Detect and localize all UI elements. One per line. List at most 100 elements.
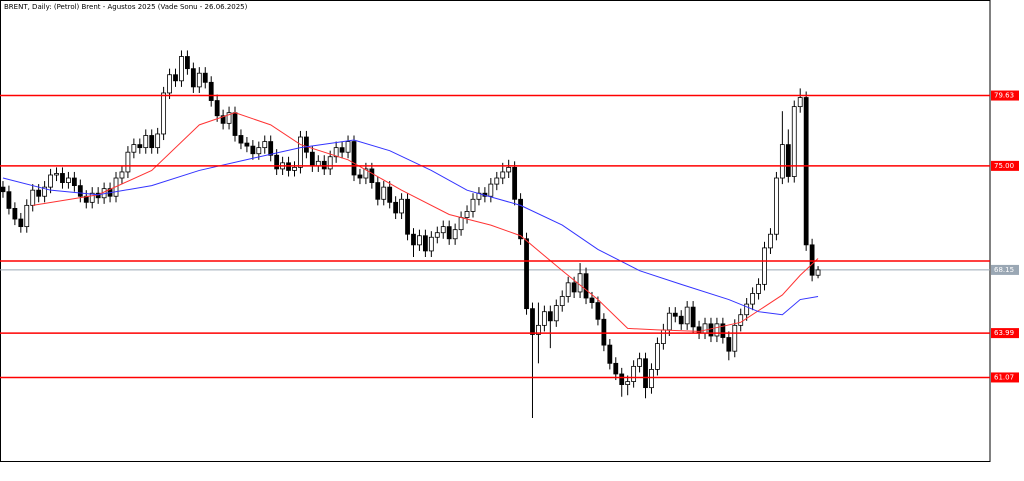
moving-average-line [32,112,819,332]
candle-body [452,229,458,240]
candle-body [464,211,470,218]
candle-body [637,358,642,367]
overlay-layer: 79.63 75.00 63.99 61.07 68.15 [0,90,1019,383]
candle-body [185,56,190,70]
candle-body [214,100,220,117]
candle-body [292,166,297,171]
candle-body [66,177,71,183]
candle-body [268,141,274,156]
candle-body [684,306,690,325]
candle-body [298,136,303,168]
candle-body [18,218,24,228]
candle-body [785,144,791,177]
candle-body [256,147,262,155]
candle-body [488,183,494,197]
candle-body [536,324,541,335]
chart-title: BRENT, Daily: (Petrol) Brent - Agustos 2… [4,3,248,11]
candle-body [524,238,529,310]
candle-body [494,177,500,185]
candle-body [672,312,678,317]
candle-body [601,318,607,346]
candle-body [196,72,202,88]
candle-body [161,92,167,135]
candle-body [440,226,446,234]
candle-body [30,189,36,206]
candle-body [375,182,381,200]
candle-body [339,147,345,153]
candle-body [321,160,327,170]
candle-body [24,204,30,228]
candle-body [304,136,309,153]
candle-body [625,381,631,385]
candle-body [250,145,256,155]
candle-body [54,173,59,176]
candle-body [458,217,464,231]
candle-body [589,297,595,303]
candle-body [77,185,83,197]
candle-body [262,141,268,149]
candle-body [500,171,506,179]
level-label: 79.63 [994,92,1014,100]
candle-body [583,273,589,299]
candle-body [143,135,149,149]
candle-body [6,191,12,209]
candle-body [417,235,422,246]
candle-body [179,56,184,82]
candle-body [506,166,512,173]
candle-body [815,269,821,276]
candle-body [422,235,428,252]
candle-body [363,168,369,179]
candle-body [577,273,583,293]
candle-body [809,244,815,276]
candle-body [714,323,720,337]
candle-body [89,192,95,203]
candle-body [720,323,726,338]
candle-body [428,236,434,252]
candle-body [405,198,410,235]
candle-body [155,133,161,149]
candle-body [226,112,232,124]
marks-layer [0,50,821,419]
candle-body [238,135,244,144]
candle-body [333,147,339,158]
candle-body [60,173,65,183]
candle-body [553,305,559,322]
candle-body [768,233,773,249]
candle-body [678,315,684,325]
level-badge [991,90,1019,101]
level-badge [991,160,1019,171]
candle-body [530,308,535,335]
candle-body [726,337,732,352]
candle-body [565,282,571,297]
candle-body [756,283,761,294]
candle-body [631,365,637,382]
candle-body [744,303,750,316]
plot-frame [0,0,991,462]
candle-body [202,72,208,83]
candle-body [559,296,565,307]
candle-body [220,115,226,124]
candle-body [173,74,178,82]
candle-body [797,97,803,108]
candle-body [666,312,672,331]
candle-body [393,201,399,214]
candle-body [696,326,702,334]
candle-body [446,226,452,240]
candle-body [732,324,738,352]
level-label: 61.07 [994,373,1014,381]
candle-body [48,174,53,188]
candle-body [149,135,155,149]
candle-body [690,306,696,328]
candle-body [36,189,42,197]
candle-body [512,166,518,200]
candle-body [803,97,809,246]
candle-body [327,156,333,170]
candle-body [791,106,797,177]
candle-body [649,369,654,389]
candle-body [369,168,375,183]
candle-body [119,171,125,179]
candle-body [613,362,619,375]
candle-body [399,198,404,214]
candle-body [702,323,708,334]
